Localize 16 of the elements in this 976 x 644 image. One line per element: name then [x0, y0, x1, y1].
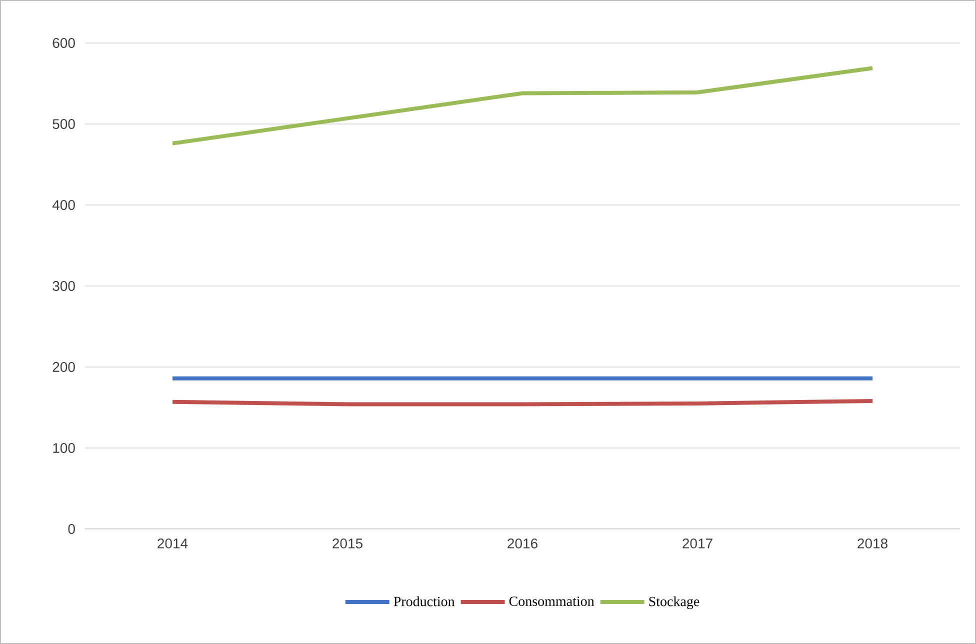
x-tick-label: 2014	[158, 538, 188, 548]
legend-label: Consommation	[509, 596, 594, 606]
y-tick-label: 0	[68, 524, 75, 534]
x-tick-label: 2015	[332, 538, 362, 548]
x-tick-label: 2016	[508, 538, 538, 548]
legend-label: Stockage	[649, 596, 700, 610]
y-tick-label: 100	[53, 443, 75, 453]
x-tick-label: 2017	[682, 538, 712, 548]
y-tick-label: 600	[52, 38, 75, 48]
y-tick-label: 200	[52, 362, 75, 372]
line-series	[170, 66, 875, 146]
x-tick-label: 2018	[858, 538, 888, 548]
legend-label: Production	[394, 596, 455, 606]
y-tick-label: 300	[52, 281, 75, 291]
y-tick-label: 400	[52, 200, 75, 210]
y-tick-label: 500	[52, 119, 75, 129]
